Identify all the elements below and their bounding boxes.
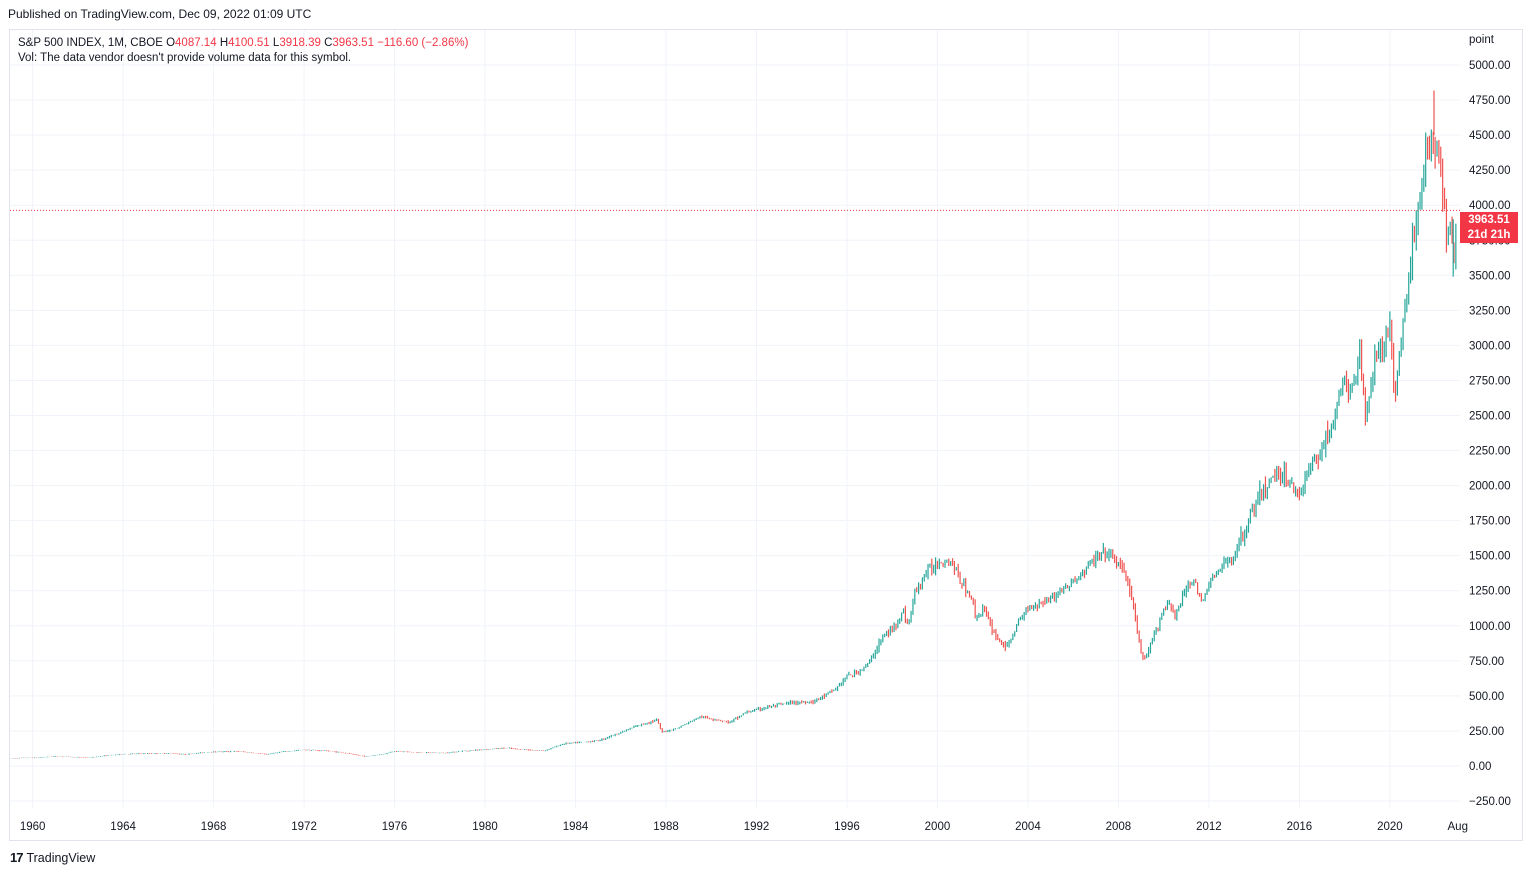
high-label: H: [219, 37, 229, 49]
bar-countdown: 21d 21h: [1467, 228, 1511, 241]
price-tick-label: 3000.00: [1469, 340, 1511, 352]
high-value: 4100.51: [228, 37, 270, 49]
close-value: 3963.51: [332, 37, 374, 49]
price-tick-label: 500.00: [1469, 691, 1504, 703]
ohlc-bars: [9, 90, 1457, 759]
price-tick-label: 2750.00: [1469, 375, 1511, 387]
volume-note: Vol: The data vendor doesn't provide vol…: [18, 52, 352, 64]
time-tick-label: 2004: [1015, 821, 1041, 833]
price-tick-label: 1500.00: [1469, 551, 1511, 563]
time-axis-labels: 1960 1964 1968 1972 1976 1980 1984 1988 1992 1996…: [20, 821, 1468, 833]
low-value: 3918.39: [279, 37, 321, 49]
price-axis-unit[interactable]: point: [1469, 34, 1494, 46]
published-note: Published on TradingView.com, Dec 09, 20…: [8, 7, 312, 21]
time-tick-label: 2020: [1377, 821, 1403, 833]
tradingview-brand[interactable]: 17 TradingView: [10, 850, 95, 865]
price-tick-label: 250.00: [1469, 726, 1504, 738]
change-value: −116.60 (−2.86%): [377, 37, 469, 49]
chart-frame: [9, 29, 1523, 841]
time-tick-label: 2016: [1287, 821, 1313, 833]
open-value: 4087.14: [175, 37, 217, 49]
brand-name: TradingView: [26, 850, 96, 865]
price-tick-label: 3250.00: [1469, 305, 1511, 317]
symbol-legend: S&P 500 INDEX, 1M, CBOE O4087.14 H4100.5…: [18, 35, 468, 52]
price-tick-label: 5000.00: [1469, 60, 1511, 72]
last-price-tag: 3963.51 21d 21h: [1460, 212, 1518, 243]
time-tick-label: 2012: [1196, 821, 1222, 833]
open-label: O: [166, 37, 176, 49]
time-tick-label: 1988: [653, 821, 679, 833]
price-tick-label: 2250.00: [1469, 446, 1511, 458]
time-tick-label: Aug: [1448, 821, 1468, 833]
price-tick-label: 4500.00: [1469, 130, 1511, 142]
price-tick-label: 0.00: [1469, 761, 1491, 773]
time-tick-label: 1960: [20, 821, 46, 833]
time-tick-label: 2008: [1106, 821, 1132, 833]
time-tick-label: 2000: [925, 821, 951, 833]
time-tick-label: 1964: [110, 821, 136, 833]
last-price-value: 3963.51: [1468, 214, 1510, 226]
chart-grid: [10, 30, 1460, 808]
time-tick-label: 1980: [472, 821, 498, 833]
time-tick-label: 1992: [744, 821, 770, 833]
time-tick-label: 1976: [382, 821, 408, 833]
price-tick-label: 3500.00: [1469, 270, 1511, 282]
price-tick-label: 1000.00: [1469, 621, 1511, 633]
price-axis-labels: −250.00 0.00 250.00 500.00 750.00 1000.00 1250…: [1469, 60, 1511, 808]
price-tick-label: 4750.00: [1469, 95, 1511, 107]
price-tick-label: 750.00: [1469, 656, 1504, 668]
price-tick-label: 2500.00: [1469, 410, 1511, 422]
price-tick-label: 4250.00: [1469, 165, 1511, 177]
price-tick-label: 1250.00: [1469, 586, 1511, 598]
time-tick-label: 1968: [201, 821, 227, 833]
low-label: L: [272, 37, 280, 49]
time-tick-label: 1996: [834, 821, 860, 833]
close-label: C: [324, 37, 333, 49]
time-tick-label: 1972: [291, 821, 317, 833]
price-tick-label: 1750.00: [1469, 516, 1511, 528]
time-tick-label: 1984: [563, 821, 589, 833]
tradingview-logo-icon: 17: [10, 850, 24, 865]
price-tick-label: −250.00: [1469, 796, 1511, 808]
price-tick-label: 4000.00: [1469, 200, 1511, 212]
price-tick-label: 2000.00: [1469, 481, 1511, 493]
symbol-info: S&P 500 INDEX, 1M, CBOE: [18, 37, 163, 49]
